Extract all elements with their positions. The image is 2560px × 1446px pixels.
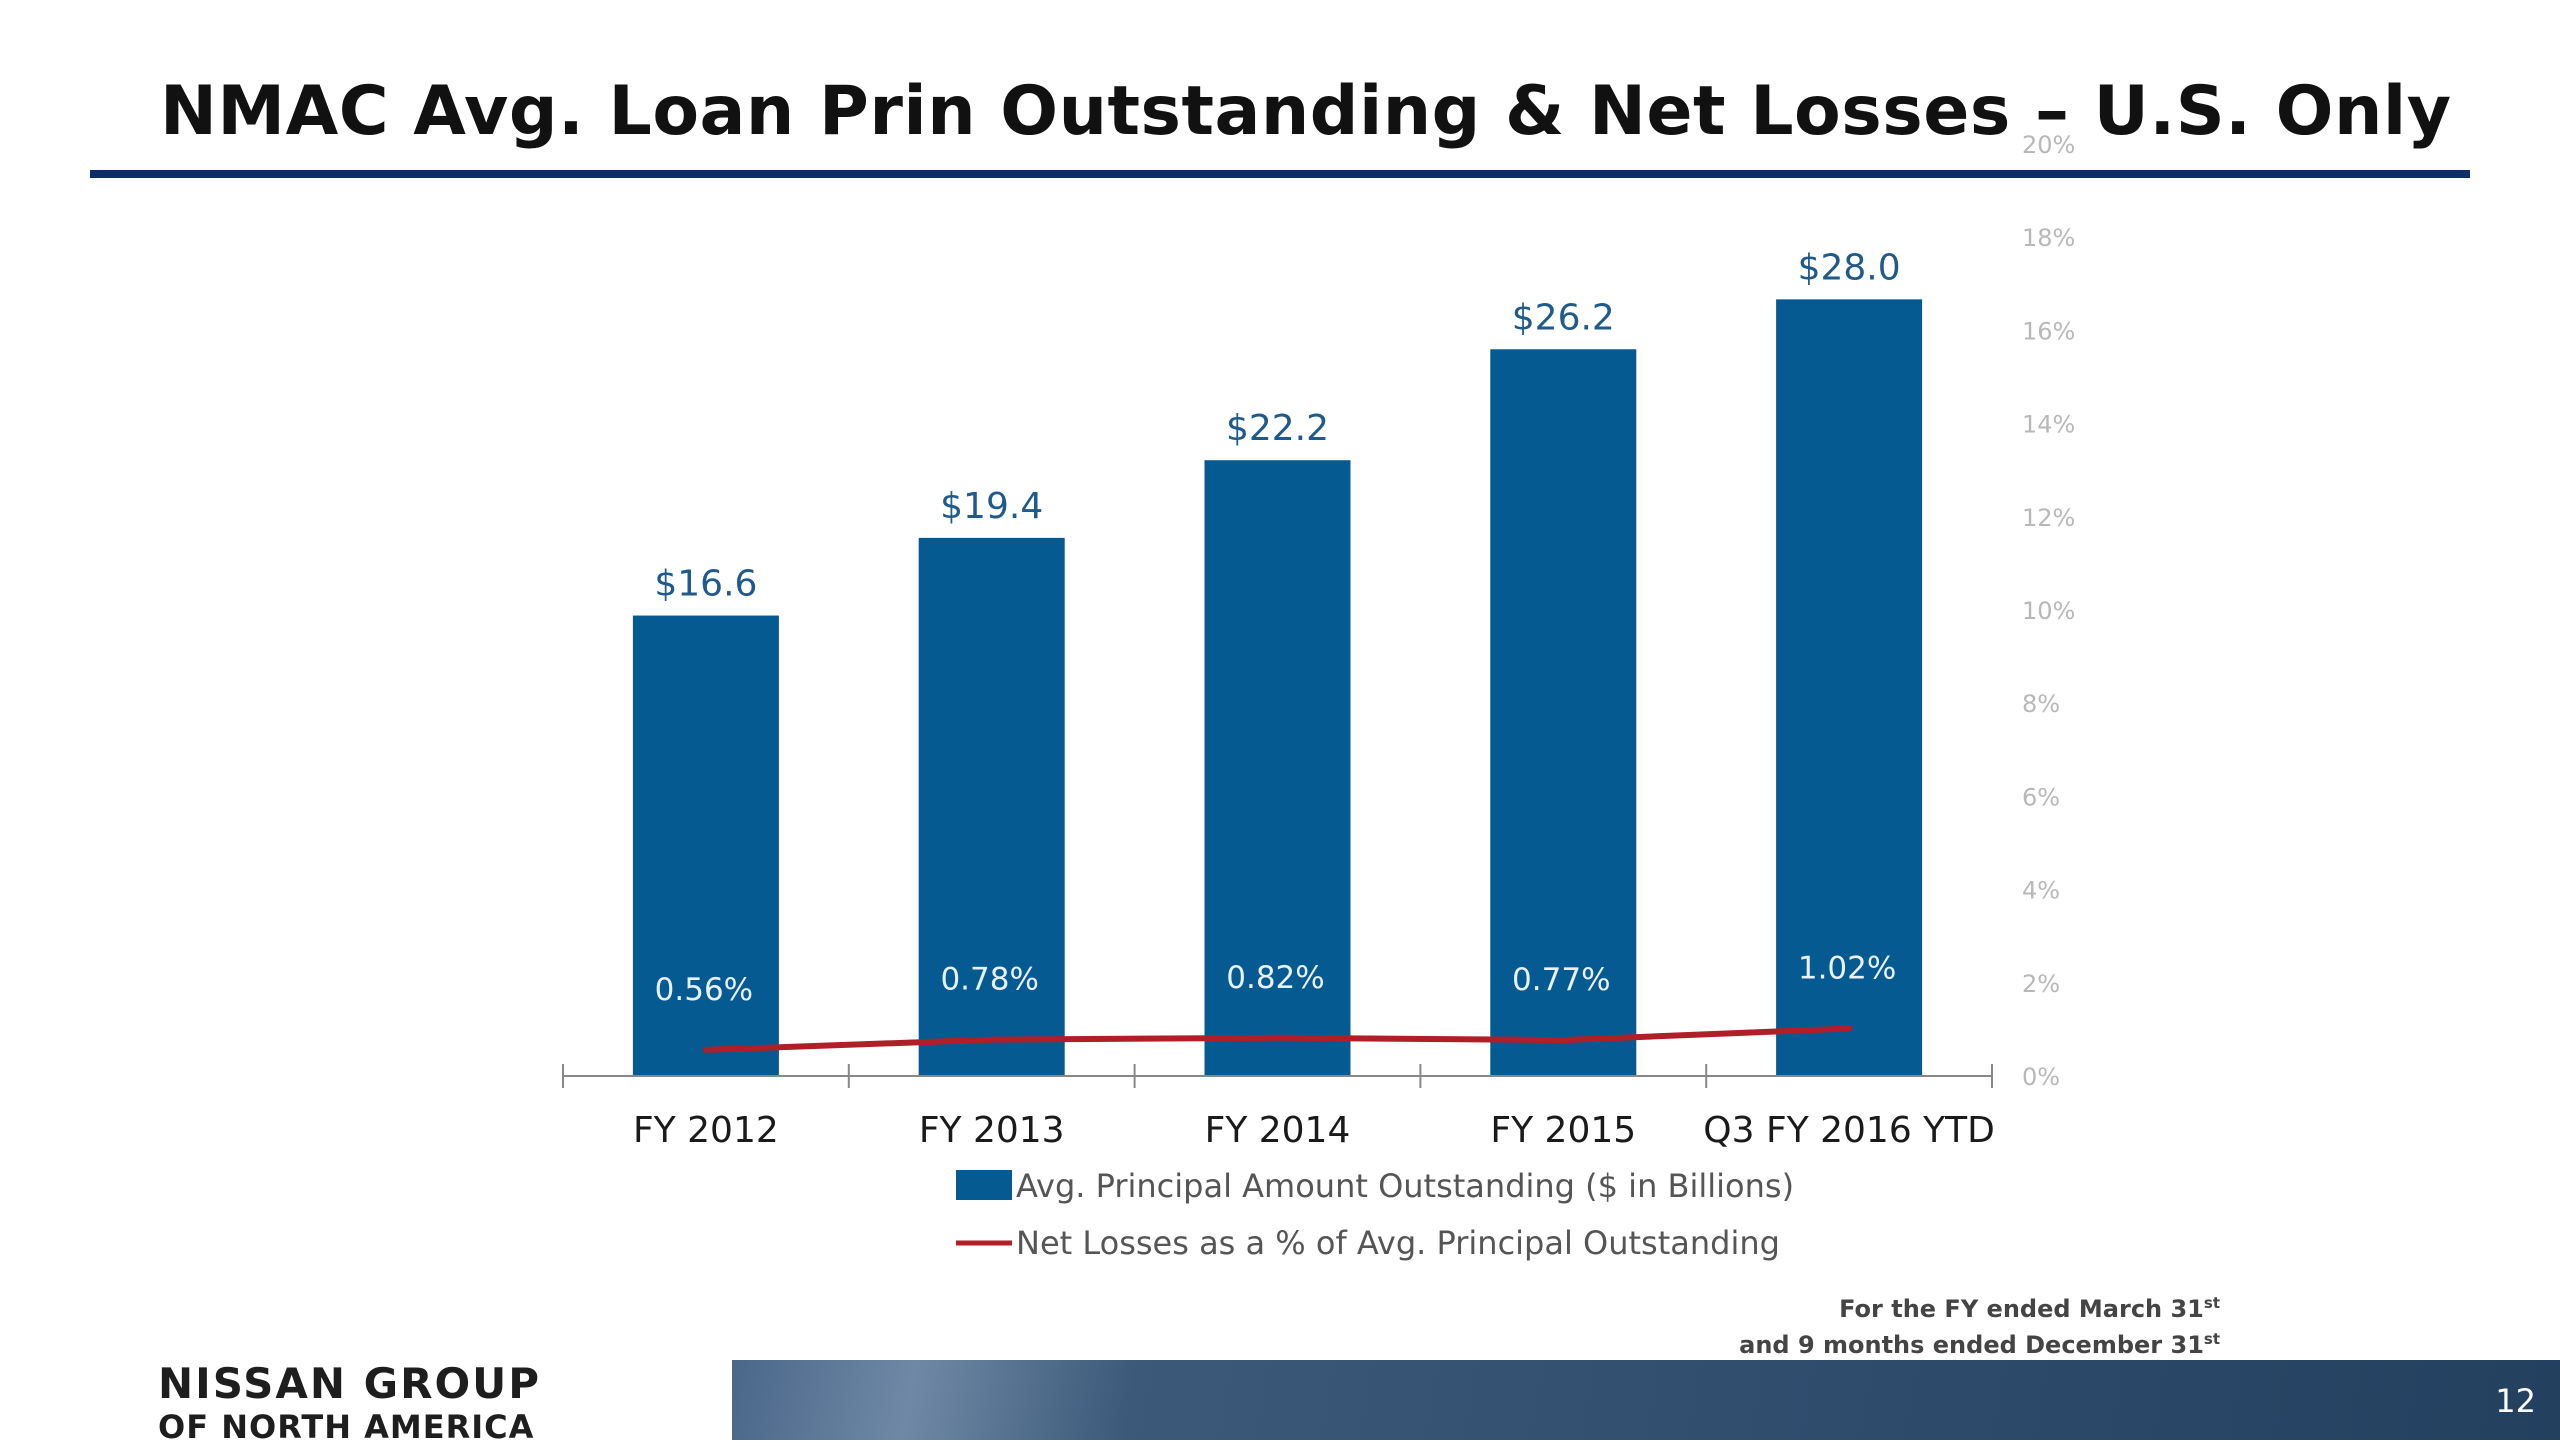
bar (1204, 460, 1351, 1076)
x-tick-label: FY 2014 (1205, 1110, 1351, 1151)
title-divider (90, 170, 2470, 178)
slide-title: NMAC Avg. Loan Prin Outstanding & Net Lo… (160, 72, 2452, 151)
bar (1776, 299, 1923, 1076)
nissan-logo: NISSAN GROUP OF NORTH AMERICA (158, 1360, 541, 1446)
bar (1490, 349, 1637, 1076)
y-right-tick-label: 20% (2022, 131, 2075, 159)
line-value-label: 1.02% (1798, 950, 1896, 986)
line-value-label: 0.77% (1512, 962, 1610, 998)
bar (632, 615, 779, 1076)
y-right-tick-label: 4% (2022, 877, 2060, 905)
page-number: 12 (2495, 1382, 2536, 1420)
y-right-tick-label: 16% (2022, 317, 2075, 345)
bar-value-label: $22.2 (1226, 408, 1329, 449)
legend-label-bar: Avg. Principal Amount Outstanding ($ in … (1016, 1167, 1794, 1205)
footer-band (732, 1360, 2560, 1440)
y-right-tick-label: 10% (2022, 597, 2075, 625)
footnote-line-2: and 9 months ended December 31 (1739, 1331, 2204, 1359)
bar-value-label: $16.6 (654, 564, 757, 605)
y-right-tick-label: 6% (2022, 783, 2060, 811)
y-right-tick-label: 0% (2022, 1063, 2060, 1091)
footnote-line-1-sup: st (2203, 1294, 2220, 1312)
x-tick-label: Q3 FY 2016 YTD (1703, 1110, 1995, 1151)
logo-line-1: NISSAN GROUP (158, 1359, 542, 1408)
legend-label-line: Net Losses as a % of Avg. Principal Outs… (1016, 1224, 1780, 1262)
legend-swatch-bar (956, 1170, 1012, 1200)
bar (918, 537, 1065, 1076)
y-right-tick-label: 14% (2022, 411, 2075, 439)
bar-value-label: $26.2 (1512, 297, 1615, 338)
line-value-label: 0.56% (655, 972, 753, 1008)
bar-value-label: $28.0 (1798, 247, 1901, 288)
loan-chart: $16.6 $19.4 $22.2 $26.2 $28.0 FY 2012 FY 2013 F… (562, 131, 2075, 1262)
footnote: For the FY ended March 31st and 9 months… (1739, 1288, 2220, 1360)
bar-value-label: $19.4 (940, 486, 1043, 527)
x-tick-label: FY 2015 (1490, 1110, 1636, 1151)
y-right-tick-label: 18% (2022, 224, 2075, 252)
line-value-label: 0.82% (1226, 960, 1324, 996)
y-right-tick-label: 8% (2022, 690, 2060, 718)
line-value-label: 0.78% (940, 962, 1038, 998)
footnote-line-2-sup: st (2203, 1330, 2220, 1348)
y-right-tick-label: 2% (2022, 970, 2060, 998)
logo-line-2: OF NORTH AMERICA (158, 1408, 535, 1446)
y-right-tick-label: 12% (2022, 504, 2075, 532)
x-tick-label: FY 2013 (919, 1110, 1065, 1151)
net-loss-line (702, 1025, 1853, 1053)
footnote-line-1: For the FY ended March 31 (1839, 1295, 2204, 1323)
x-tick-label: FY 2012 (633, 1110, 779, 1151)
